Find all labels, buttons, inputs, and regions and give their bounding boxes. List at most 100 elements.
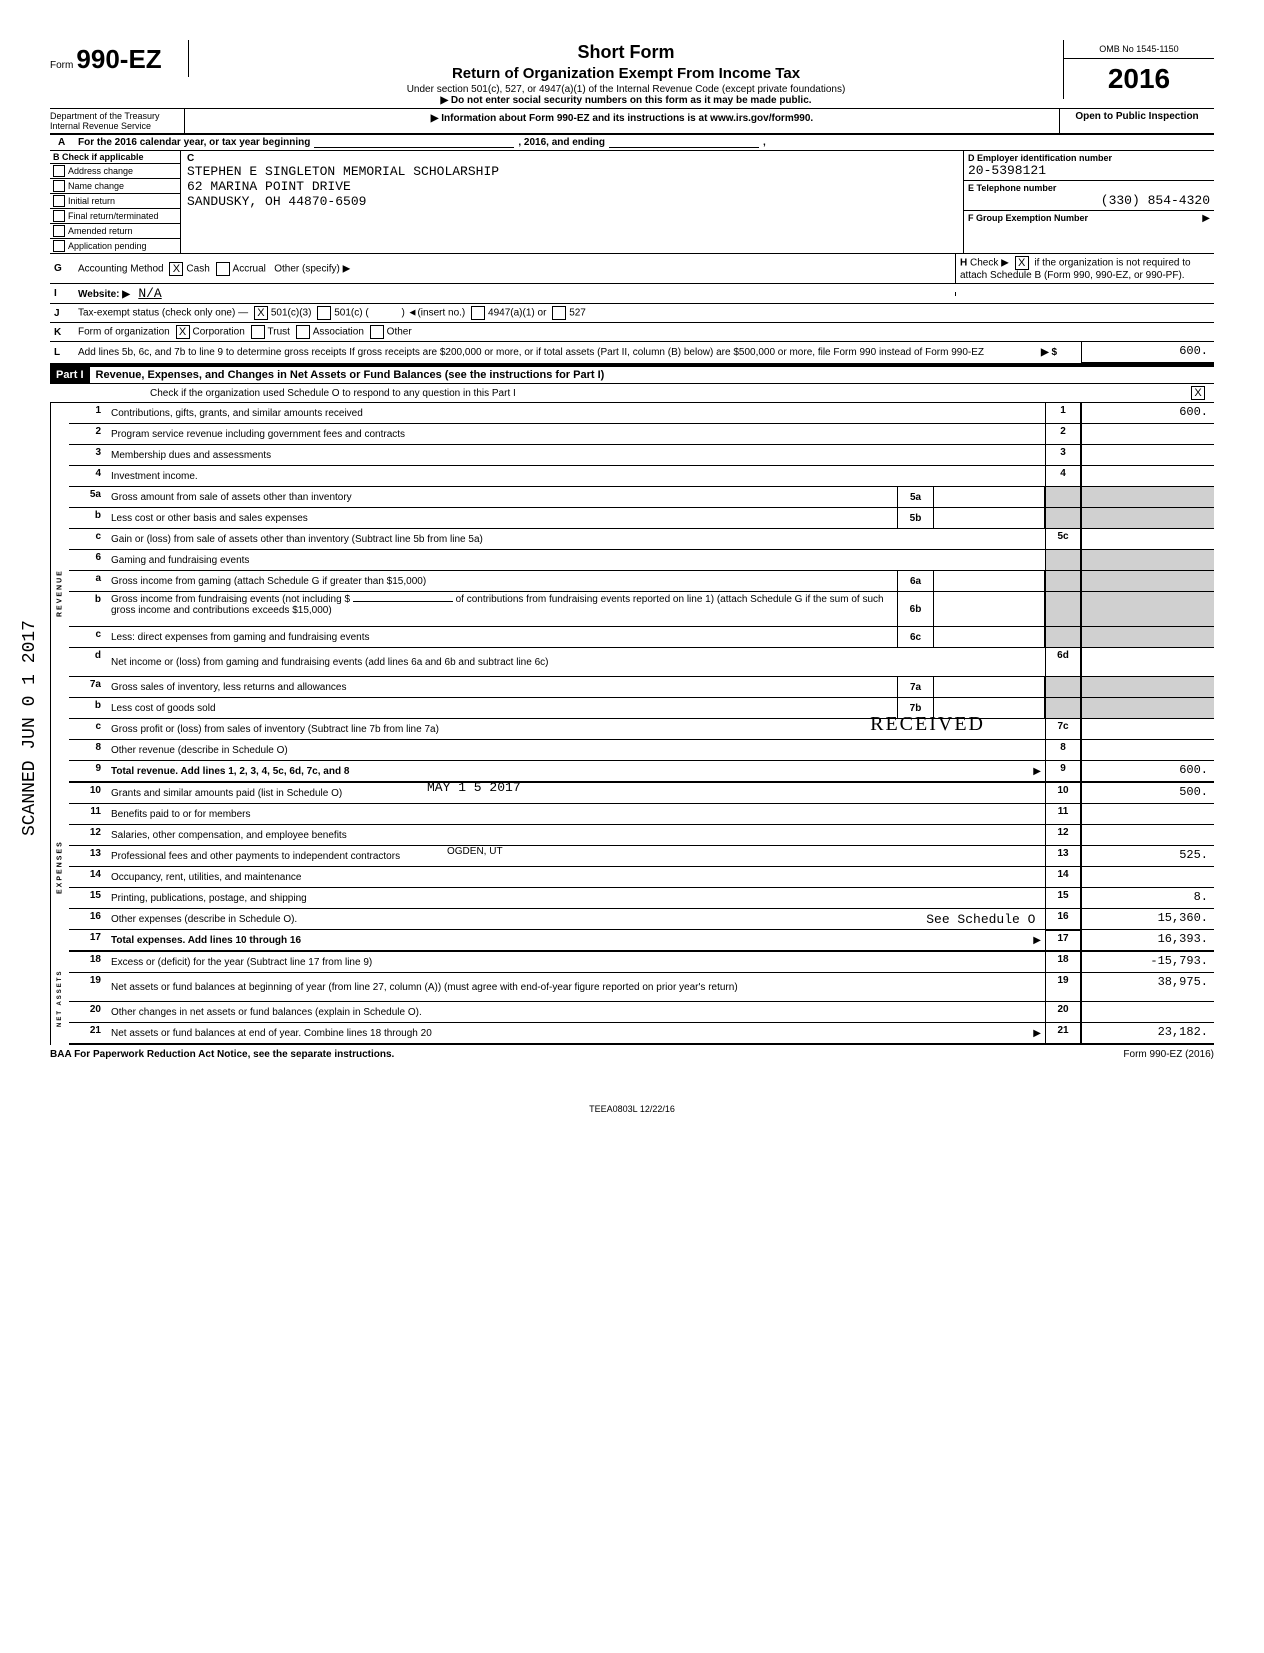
line-14: 14 Occupancy, rent, utilities, and maint…	[69, 867, 1214, 888]
line-20-val	[1081, 1002, 1214, 1022]
line-1: 1 Contributions, gifts, grants, and simi…	[69, 403, 1214, 424]
line-7b: b Less cost of goods sold 7b	[69, 698, 1214, 719]
line-9: 9 Total revenue. Add lines 1, 2, 3, 4, 5…	[69, 761, 1214, 783]
line-12-box: 12	[1045, 825, 1081, 845]
checkbox-4947[interactable]	[471, 306, 485, 320]
line-18-num: 18	[69, 952, 107, 972]
line-9-desc: Total revenue. Add lines 1, 2, 3, 4, 5c,…	[111, 766, 349, 777]
col-b: B Check if applicable Address change Nam…	[50, 151, 181, 253]
line-21-box: 21	[1045, 1023, 1081, 1043]
checkbox-527[interactable]	[552, 306, 566, 320]
line-6d-val	[1081, 648, 1214, 676]
line-6c-rbox	[1045, 627, 1081, 647]
line-11-val	[1081, 804, 1214, 824]
line-7a: 7a Gross sales of inventory, less return…	[69, 677, 1214, 698]
line-6: 6 Gaming and fundraising events	[69, 550, 1214, 571]
line-15-desc: Printing, publications, postage, and shi…	[107, 888, 1045, 908]
header-row: Form 990-EZ Short Form Return of Organiz…	[50, 40, 1214, 109]
line-4: 4 Investment income. 4	[69, 466, 1214, 487]
line-6a-box: 6a	[897, 571, 934, 591]
checkbox-501c3[interactable]: X	[254, 306, 268, 320]
checkbox-other-org[interactable]	[370, 325, 384, 339]
line-6a: a Gross income from gaming (attach Sched…	[69, 571, 1214, 592]
checkbox-trust[interactable]	[251, 325, 265, 339]
line-6a-amt	[934, 571, 1045, 591]
checkbox-accrual[interactable]	[216, 262, 230, 276]
line-9-box: 9	[1045, 761, 1081, 781]
accounting-label: Accounting Method	[78, 263, 164, 274]
row-l-value: 600.	[1081, 342, 1214, 363]
line-12-desc: Salaries, other compensation, and employ…	[107, 825, 1045, 845]
cb-final-label: Final return/terminated	[68, 211, 159, 221]
row-a-text: For the 2016 calendar year, or tax year …	[78, 137, 310, 148]
checkbox-cash[interactable]: X	[169, 262, 183, 276]
line-10-num: 10	[69, 783, 107, 803]
line-14-desc: Occupancy, rent, utilities, and maintena…	[107, 867, 1045, 887]
line-16-extra: See Schedule O	[926, 912, 1035, 927]
line-5b-rval	[1081, 508, 1214, 528]
line-17-desc: Total expenses. Add lines 10 through 16	[111, 935, 301, 946]
checkbox-501c[interactable]	[317, 306, 331, 320]
line-7c-val	[1081, 719, 1214, 739]
group-arrow: ▶	[1202, 213, 1210, 224]
501c3-label: 501(c)(3)	[271, 308, 312, 319]
netassets-label: NET ASSETS	[50, 952, 69, 1045]
line-7a-desc: Gross sales of inventory, less returns a…	[107, 677, 897, 697]
row-j-letter: J	[50, 308, 74, 319]
line-1-box: 1	[1045, 403, 1081, 423]
col-c: C STEPHEN E SINGLETON MEMORIAL SCHOLARSH…	[181, 151, 964, 253]
org-name: STEPHEN E SINGLETON MEMORIAL SCHOLARSHIP	[187, 164, 957, 179]
cb-pending-label: Application pending	[68, 241, 147, 251]
line-15-num: 15	[69, 888, 107, 908]
checkbox-amended[interactable]	[53, 225, 65, 237]
line-12-val	[1081, 825, 1214, 845]
checkbox-name[interactable]	[53, 180, 65, 192]
line-20-num: 20	[69, 1002, 107, 1022]
line-6d-box: 6d	[1045, 648, 1081, 676]
line-2-num: 2	[69, 424, 107, 444]
group-label: F Group Exemption Number	[968, 213, 1088, 223]
checkbox-pending[interactable]	[53, 240, 65, 252]
line-6b-rbox	[1045, 592, 1081, 626]
col-c-label: C	[187, 153, 957, 164]
line-14-box: 14	[1045, 867, 1081, 887]
row-a-end: ,	[763, 137, 766, 148]
checkbox-h[interactable]: X	[1015, 256, 1029, 270]
line-4-val	[1081, 466, 1214, 486]
line-15-box: 15	[1045, 888, 1081, 908]
line-19: 19 Net assets or fund balances at beginn…	[69, 973, 1214, 1002]
line-3: 3 Membership dues and assessments 3	[69, 445, 1214, 466]
checkbox-initial[interactable]	[53, 195, 65, 207]
stamp-org: OGDEN, UT	[447, 846, 503, 857]
line-19-val: 38,975.	[1081, 973, 1214, 1001]
part1-checkbox[interactable]: X	[1191, 386, 1205, 400]
line-5a-amt	[934, 487, 1045, 507]
row-l-letter: L	[50, 347, 74, 358]
checkbox-final[interactable]	[53, 210, 65, 222]
line-18-desc: Excess or (deficit) for the year (Subtra…	[107, 952, 1045, 972]
line-3-num: 3	[69, 445, 107, 465]
checkbox-corp[interactable]: X	[176, 325, 190, 339]
line-3-val	[1081, 445, 1214, 465]
line-17-box: 17	[1045, 930, 1081, 950]
line-6a-rbox	[1045, 571, 1081, 591]
row-k-letter: K	[50, 327, 74, 338]
line-6a-rval	[1081, 571, 1214, 591]
line-13-box: 13	[1045, 846, 1081, 866]
checkbox-address[interactable]	[53, 165, 65, 177]
line-6d: d Net income or (loss) from gaming and f…	[69, 648, 1214, 677]
line-7a-box: 7a	[897, 677, 934, 697]
line-5c-num: c	[69, 529, 107, 549]
form-prefix: Form	[50, 60, 73, 71]
line-6-box	[1045, 550, 1081, 570]
line-1-num: 1	[69, 403, 107, 423]
col-b-header: Check if applicable	[62, 152, 144, 162]
title-box: Short Form Return of Organization Exempt…	[189, 40, 1063, 108]
row-l-text: Add lines 5b, 6c, and 7b to line 9 to de…	[74, 345, 1041, 360]
line-18: 18 Excess or (deficit) for the year (Sub…	[69, 952, 1214, 973]
line-7c-desc: Gross profit or (loss) from sales of inv…	[111, 724, 439, 735]
checkbox-assoc[interactable]	[296, 325, 310, 339]
line-5a-box: 5a	[897, 487, 934, 507]
omb-box: OMB No 1545-1150 2016	[1063, 40, 1214, 99]
cb-amended-label: Amended return	[68, 226, 133, 236]
